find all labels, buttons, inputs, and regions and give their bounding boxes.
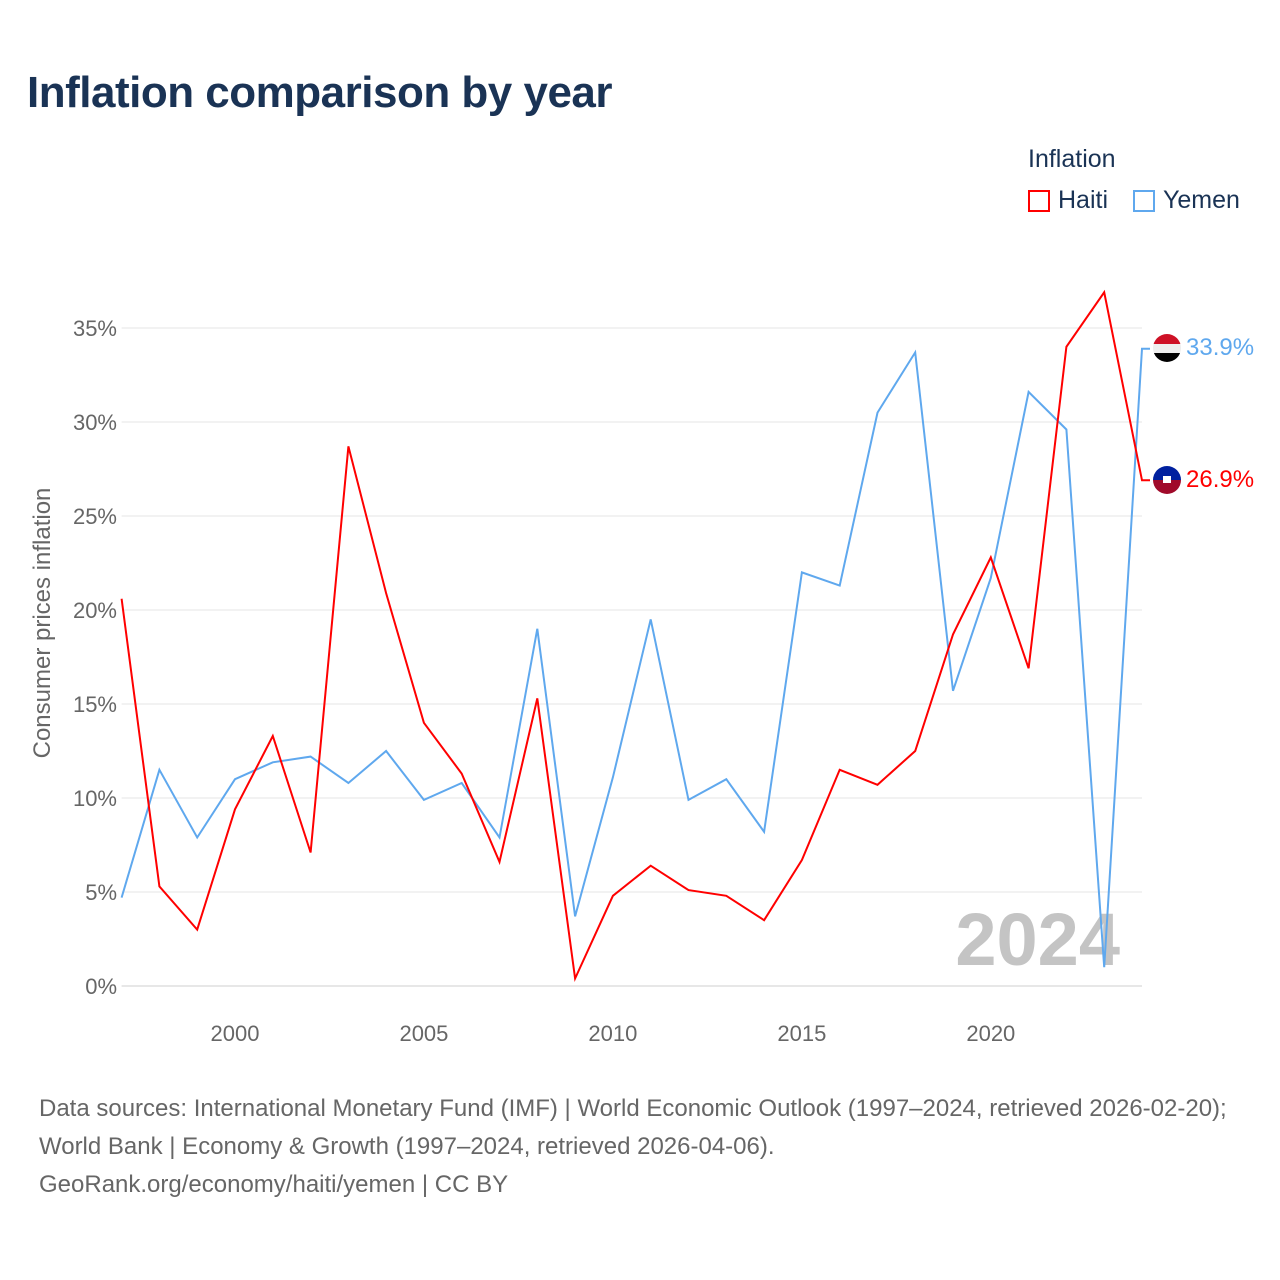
y-tick-label: 10% [73, 786, 117, 811]
watermark-year: 2024 [955, 898, 1120, 981]
legend-item-yemen[interactable]: Yemen [1133, 186, 1240, 215]
y-tick-label: 15% [73, 692, 117, 717]
legend-swatch-icon [1133, 189, 1155, 212]
data-sources: Data sources: International Monetary Fun… [39, 1095, 1227, 1160]
legend-label: Haiti [1058, 186, 1109, 214]
y-tick-label: 30% [73, 410, 117, 435]
footer: Data sources: International Monetary Fun… [39, 1090, 1249, 1204]
x-tick-label: 2015 [777, 1021, 826, 1046]
y-tick-label: 25% [73, 504, 117, 529]
x-tick-label: 2000 [211, 1021, 260, 1046]
x-tick-label: 2005 [399, 1021, 448, 1046]
haiti-flag-icon [1153, 466, 1181, 494]
y-axis-label: Consumer prices inflation [29, 488, 56, 759]
yemen-flag-icon [1153, 334, 1181, 362]
y-tick-label: 5% [85, 880, 117, 905]
end-label-yemen: 33.9% [1186, 334, 1254, 361]
legend-title: Inflation [1028, 145, 1116, 173]
legend-label: Yemen [1163, 186, 1240, 214]
y-tick-label: 0% [85, 974, 117, 999]
y-tick-label: 35% [73, 316, 117, 341]
end-label-haiti: 26.9% [1186, 466, 1254, 493]
series-line-haiti [120, 289, 1150, 983]
chart-title: Inflation comparison by year [27, 68, 613, 117]
y-tick-label: 20% [73, 598, 117, 623]
x-tick-label: 2020 [966, 1021, 1015, 1046]
legend-swatch-icon [1028, 189, 1050, 212]
credit-link[interactable]: GeoRank.org/economy/haiti/yemen | CC BY [39, 1171, 509, 1198]
series-line-yemen [120, 347, 1150, 968]
legend-item-haiti[interactable]: Haiti [1028, 186, 1108, 215]
x-tick-label: 2010 [588, 1021, 637, 1046]
